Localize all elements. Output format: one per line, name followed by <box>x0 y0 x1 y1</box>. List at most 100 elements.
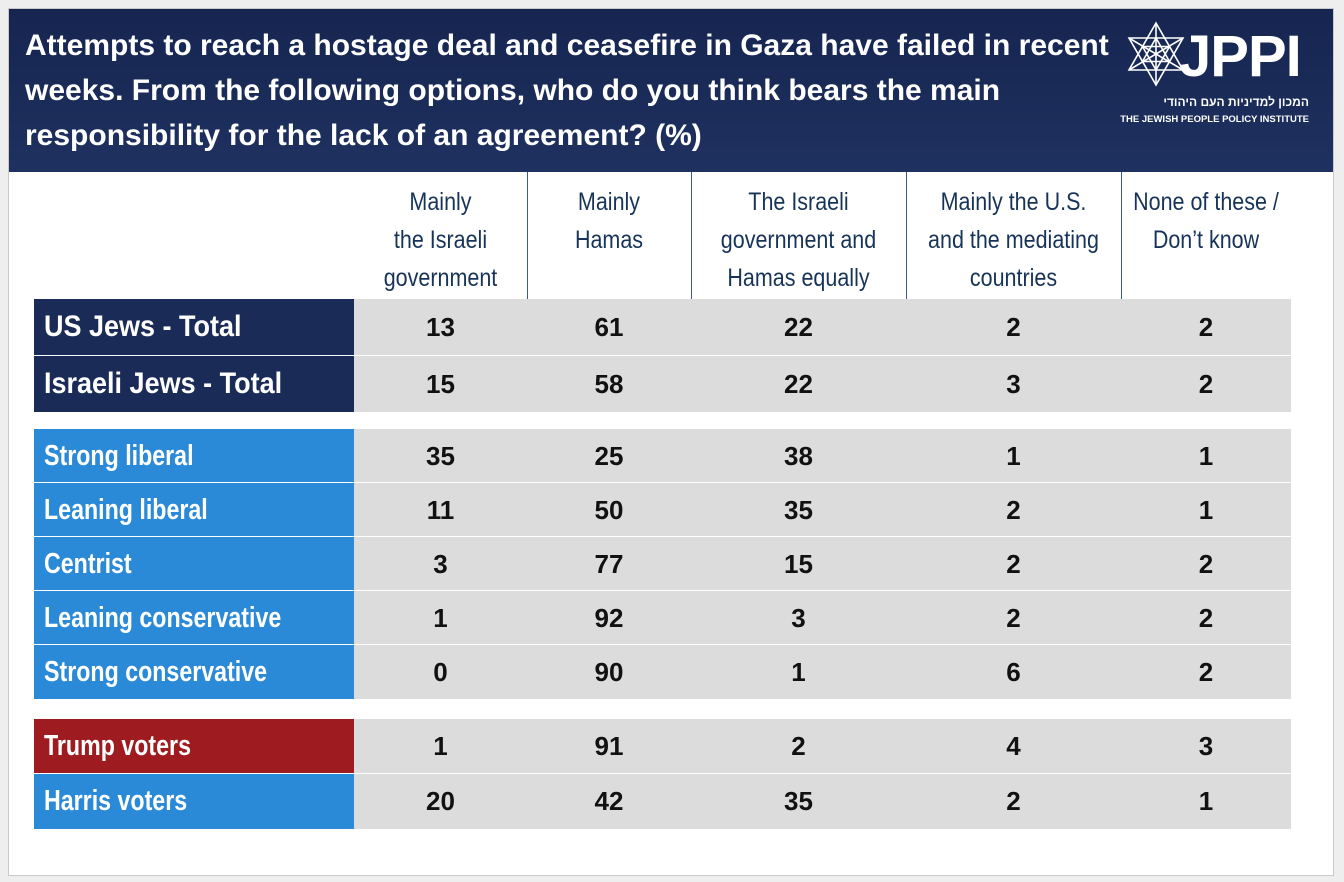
row-label-text: US Jews - Total <box>44 310 242 343</box>
row-label: Leaning conservative <box>34 591 362 645</box>
row-separator <box>26 355 1291 356</box>
value-cell: 3 <box>1198 731 1214 761</box>
logo-wordmark: JPPI <box>1179 24 1302 89</box>
row-separator <box>26 644 1291 645</box>
row-label-text: Trump voters <box>44 730 191 762</box>
value-cell: 2 <box>1006 786 1021 816</box>
value-cell: 2 <box>1198 548 1214 579</box>
value-cell: 15 <box>426 368 455 399</box>
table-row: 0 90 1 6 2 <box>354 645 1291 699</box>
value-cell: 58 <box>594 368 624 399</box>
value-cell: 91 <box>594 731 624 761</box>
row-separator <box>26 590 1291 591</box>
table-row: 1 91 2 4 3 <box>354 719 1291 774</box>
value-cell: 90 <box>594 656 624 687</box>
value-cell: 38 <box>784 440 813 471</box>
value-cell: 22 <box>784 368 813 399</box>
row-label-text: Harris voters <box>44 785 188 817</box>
star-of-david-icon <box>1127 21 1185 87</box>
row-label: Leaning liberal <box>34 483 362 537</box>
value-cell: 35 <box>784 494 813 525</box>
value-cell: 1 <box>433 602 448 633</box>
value-cell: 1 <box>1198 786 1214 816</box>
value-cell: 1 <box>791 656 806 687</box>
row-label-text: Israeli Jews - Total <box>44 367 283 400</box>
column-header: Mainly Hamas <box>538 181 679 305</box>
column-divider <box>906 172 907 306</box>
row-separator <box>26 482 1291 483</box>
value-cell: 3 <box>433 548 448 579</box>
logo-hebrew-name: המכון למדיניות העם היהודי <box>1163 95 1309 109</box>
value-cell: 3 <box>1006 368 1021 399</box>
column-divider <box>1121 172 1122 306</box>
column-header: None of these / Don’t know <box>1133 181 1279 305</box>
value-cell: 42 <box>594 786 624 816</box>
chart-title: Attempts to reach a hostage deal and cea… <box>25 29 1109 152</box>
column-divider <box>527 172 528 306</box>
table-row: 11 50 35 2 1 <box>354 483 1291 537</box>
column-header-label: The Israeli government and Hamas equally <box>720 188 877 292</box>
table-row: 35 25 38 1 1 <box>354 429 1291 483</box>
value-cell: 6 <box>1006 656 1021 687</box>
value-cell: 13 <box>426 311 455 342</box>
value-cell: 35 <box>426 440 455 471</box>
header-banner: Attempts to reach a hostage deal and cea… <box>9 9 1333 172</box>
column-header-label: Mainly the Israeli government <box>383 188 498 292</box>
value-cell: 61 <box>594 311 624 342</box>
row-separator <box>26 773 1291 774</box>
row-label-text: Leaning liberal <box>44 493 208 526</box>
value-cell: 1 <box>433 731 448 761</box>
row-label: US Jews - Total <box>34 299 362 355</box>
row-label-text: Leaning conservative <box>44 601 282 634</box>
column-header-label: Mainly Hamas <box>574 188 644 254</box>
value-cell: 25 <box>594 440 624 471</box>
table-row: 1 92 3 2 2 <box>354 591 1291 645</box>
value-cell: 2 <box>1006 311 1021 342</box>
value-cell: 50 <box>594 494 624 525</box>
value-cell: 2 <box>1198 602 1214 633</box>
column-header-label: None of these / Don’t know <box>1133 188 1279 254</box>
value-cell: 0 <box>433 656 448 687</box>
value-cell: 22 <box>784 311 813 342</box>
value-cell: 4 <box>1006 731 1021 761</box>
value-cell: 35 <box>784 786 813 816</box>
column-header: Mainly the Israeli government <box>366 181 515 305</box>
value-cell: 3 <box>791 602 806 633</box>
row-label: Strong liberal <box>34 429 362 483</box>
column-header: Mainly the U.S. and the mediating countr… <box>921 181 1106 305</box>
row-label-text: Centrist <box>44 547 132 580</box>
value-cell: 77 <box>594 548 624 579</box>
column-header-label: Mainly the U.S. and the mediating countr… <box>928 188 1099 292</box>
value-cell: 11 <box>426 494 455 525</box>
table-row: 13 61 22 2 2 <box>354 299 1291 355</box>
row-label: Trump voters <box>34 719 362 774</box>
row-label-text: Strong conservative <box>44 655 268 688</box>
value-cell: 2 <box>1198 311 1214 342</box>
table-row: 20 42 35 2 1 <box>354 774 1291 829</box>
row-label: Centrist <box>34 537 362 591</box>
value-cell: 2 <box>791 731 806 761</box>
column-divider <box>691 172 692 306</box>
jppi-logo: JPPI המכון למדיניות העם היהודי THE JEWIS… <box>1120 21 1325 139</box>
value-cell: 1 <box>1006 440 1021 471</box>
row-separator <box>26 536 1291 537</box>
value-cell: 2 <box>1006 548 1021 579</box>
value-cell: 1 <box>1198 494 1214 525</box>
row-label: Strong conservative <box>34 645 362 699</box>
row-label: Israeli Jews - Total <box>34 356 362 412</box>
logo-english-name: THE JEWISH PEOPLE POLICY INSTITUTE <box>1120 114 1309 125</box>
value-cell: 20 <box>426 786 455 816</box>
column-header: The Israeli government and Hamas equally <box>706 181 891 305</box>
value-cell: 2 <box>1006 602 1021 633</box>
row-label-text: Strong liberal <box>44 439 194 472</box>
chart-frame: Attempts to reach a hostage deal and cea… <box>8 8 1334 876</box>
value-cell: 2 <box>1198 656 1214 687</box>
value-cell: 92 <box>594 602 624 633</box>
value-cell: 2 <box>1198 368 1214 399</box>
value-cell: 15 <box>784 548 813 579</box>
value-cell: 2 <box>1006 494 1021 525</box>
table-row: 15 58 22 3 2 <box>354 356 1291 412</box>
table-row: 3 77 15 2 2 <box>354 537 1291 591</box>
row-label: Harris voters <box>34 774 362 829</box>
value-cell: 1 <box>1198 440 1214 471</box>
